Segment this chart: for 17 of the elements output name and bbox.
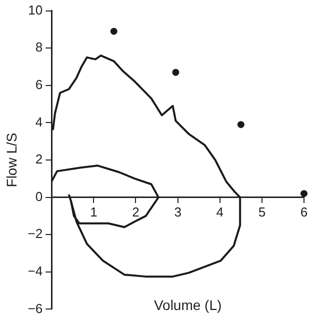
x-tick-label: 5	[258, 204, 266, 220]
x-tick-label: 1	[90, 204, 98, 220]
x-tick-label: 2	[132, 204, 140, 220]
y-tick-label: 2	[35, 152, 43, 167]
x-axis-title: Volume (L)	[154, 297, 222, 314]
y-tick-label: −6	[28, 300, 43, 316]
y-tick-label: 8	[35, 40, 43, 55]
y-tick-label: 10	[28, 2, 43, 18]
y-tick-label: −2	[28, 226, 43, 242]
x-tick-label: 6	[300, 204, 308, 220]
y-tick-label: 0	[35, 188, 43, 204]
x-tick-label: 3	[174, 204, 182, 220]
x-tick-label: 4	[216, 204, 224, 220]
y-tick-label: −4	[28, 263, 43, 278]
y-tick-label: 6	[35, 76, 43, 92]
y-axis-title: Flow L/S	[3, 132, 20, 188]
y-tick-label: 4	[35, 114, 43, 130]
